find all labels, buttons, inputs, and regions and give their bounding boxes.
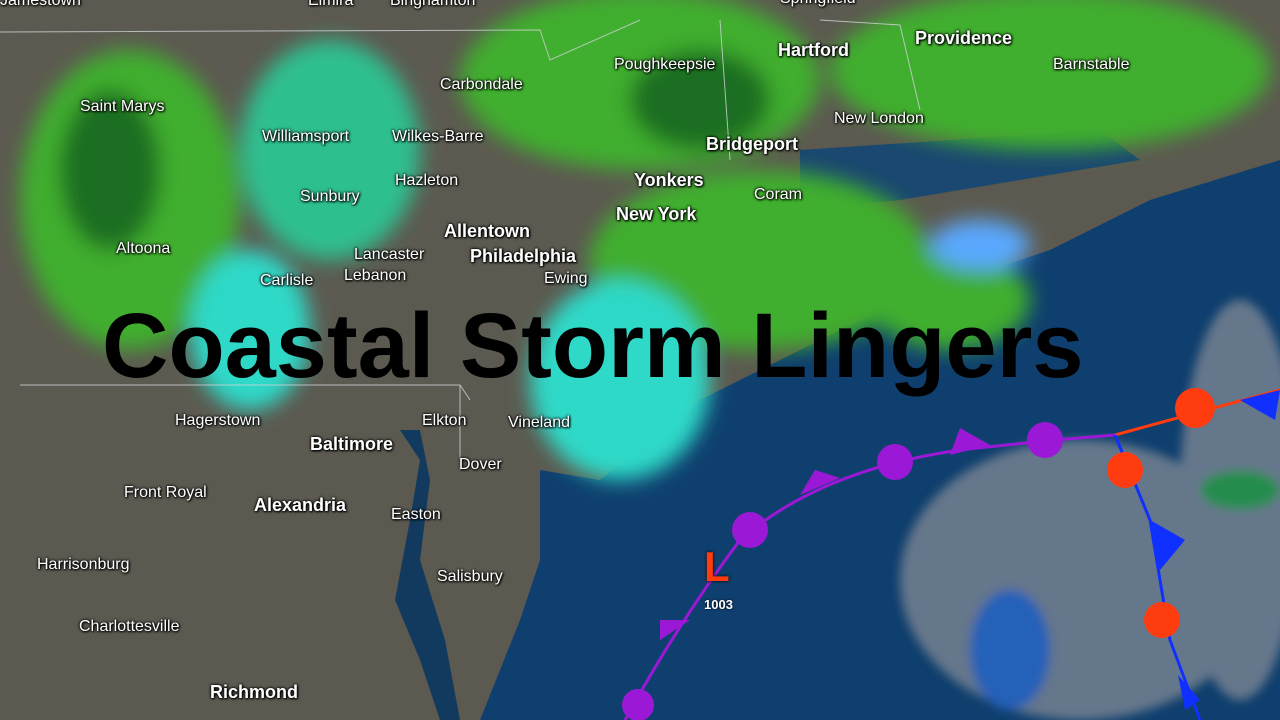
long-island-sound bbox=[800, 130, 1140, 210]
headline-title: Coastal Storm Lingers bbox=[102, 295, 1084, 397]
occluded-front-semicircle bbox=[622, 689, 654, 720]
city-label: Harrisonburg bbox=[37, 556, 130, 573]
occluded-front-triangle bbox=[660, 620, 690, 640]
city-label: Hagerstown bbox=[175, 412, 261, 429]
low-pressure-value: 1003 bbox=[704, 597, 733, 612]
state-borders bbox=[0, 19, 921, 470]
occluded-front-triangle bbox=[800, 470, 840, 495]
city-label: Lancaster bbox=[354, 246, 425, 263]
cold-front-triangle bbox=[1150, 520, 1185, 570]
city-label: Binghamton bbox=[390, 0, 476, 9]
city-label: New York bbox=[616, 204, 697, 224]
city-label: Hazleton bbox=[395, 172, 459, 189]
city-label: Yonkers bbox=[634, 170, 704, 190]
city-label: Coram bbox=[754, 186, 803, 203]
occluded-front-semicircle bbox=[1027, 422, 1063, 458]
city-label: Elmira bbox=[308, 0, 354, 9]
city-label: Saint Marys bbox=[80, 98, 165, 115]
radar-echoes bbox=[20, 0, 1270, 480]
cold-front-triangle bbox=[1240, 390, 1280, 420]
city-label: Philadelphia bbox=[470, 246, 577, 266]
chesapeake-bay bbox=[395, 430, 460, 720]
city-label: Springfield bbox=[780, 0, 856, 8]
city-label: Williamsport bbox=[262, 128, 350, 145]
city-label: Poughkeepsie bbox=[614, 56, 716, 73]
fronts bbox=[622, 388, 1280, 720]
city-label: Easton bbox=[391, 506, 441, 523]
city-label: Providence bbox=[915, 28, 1013, 48]
warm-front-semicircle bbox=[1175, 388, 1215, 428]
city-label: Vineland bbox=[508, 414, 570, 431]
occluded-front-semicircle bbox=[877, 444, 913, 480]
city-label: Dover bbox=[459, 456, 502, 473]
city-label: Sunbury bbox=[300, 188, 360, 205]
city-label: Hartford bbox=[778, 40, 849, 60]
city-label: Charlottesville bbox=[79, 618, 180, 635]
city-label: Carbondale bbox=[440, 76, 523, 93]
occluded-front-semicircle bbox=[732, 512, 768, 548]
city-label: Alexandria bbox=[254, 495, 347, 515]
city-label: Elkton bbox=[422, 412, 467, 429]
city-label: Barnstable bbox=[1053, 56, 1130, 73]
city-label: Lebanon bbox=[344, 267, 407, 284]
occluded-front-triangle bbox=[950, 428, 990, 455]
city-label: Wilkes-Barre bbox=[392, 128, 484, 145]
city-label: Allentown bbox=[444, 221, 530, 241]
city-label: Salisbury bbox=[437, 568, 503, 585]
city-label: New London bbox=[834, 110, 924, 127]
low-pressure-symbol: L bbox=[704, 543, 730, 590]
city-label: Baltimore bbox=[310, 434, 394, 454]
cold-front-triangle bbox=[1178, 675, 1200, 710]
city-label: Bridgeport bbox=[706, 134, 798, 154]
city-label: Altoona bbox=[116, 240, 171, 257]
warm-front-semicircle bbox=[1107, 452, 1143, 488]
city-label: Richmond bbox=[210, 682, 298, 702]
city-label: Front Royal bbox=[124, 484, 207, 501]
warm-front-semicircle bbox=[1144, 602, 1180, 638]
city-label: Jamestown bbox=[0, 0, 81, 9]
city-label: Carlisle bbox=[260, 272, 314, 289]
city-label: Ewing bbox=[544, 270, 588, 287]
